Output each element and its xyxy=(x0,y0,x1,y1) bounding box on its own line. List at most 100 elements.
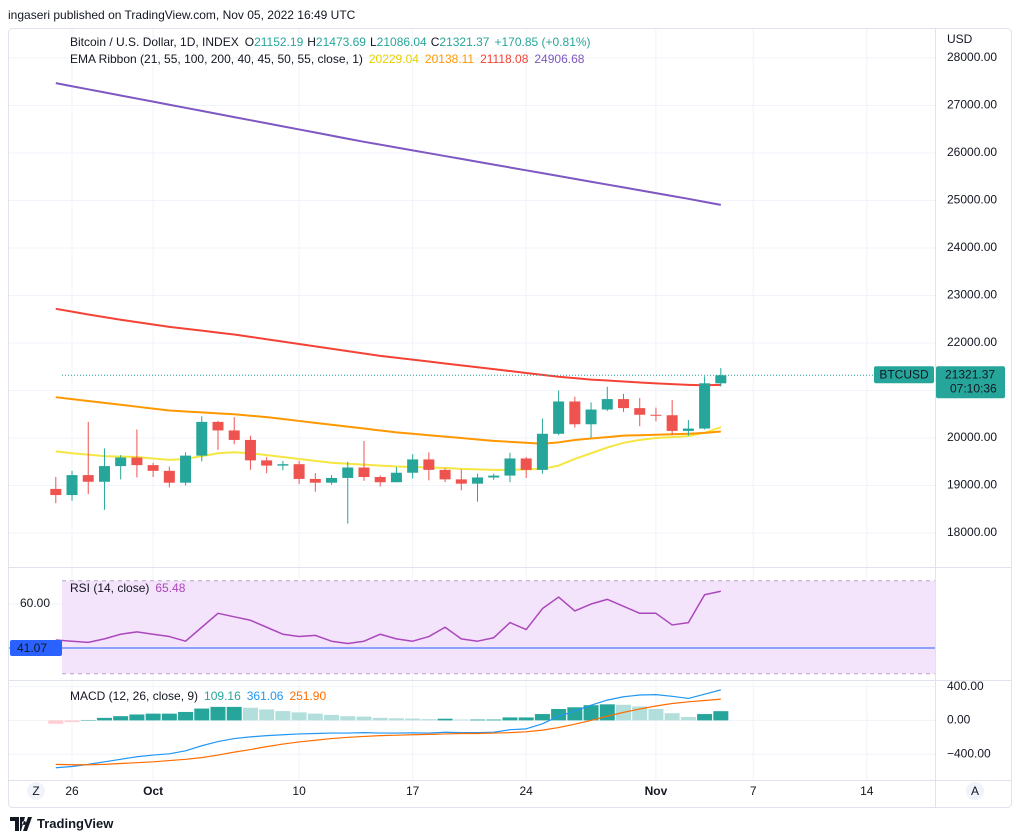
histogram-bar xyxy=(324,714,340,721)
histogram-bar xyxy=(307,713,323,721)
footer: TradingView xyxy=(10,816,113,831)
x-tick-label: 14 xyxy=(860,784,874,798)
ema-line xyxy=(55,426,722,471)
indicator-value: 109.16 xyxy=(204,689,241,703)
y-tick-label: 27000.00 xyxy=(947,98,997,112)
ohlc-value: 21152.19 xyxy=(254,35,304,49)
histogram-bar xyxy=(145,713,161,721)
grid xyxy=(9,29,935,780)
candle-body xyxy=(488,475,500,478)
candle-body xyxy=(326,477,338,483)
candle-body xyxy=(699,383,711,429)
price-legend: Bitcoin / U.S. Dollar, 1D, INDEX O21152.1… xyxy=(70,35,591,49)
candle-body xyxy=(601,399,613,410)
axis-button xyxy=(27,782,45,800)
histogram-bar xyxy=(226,706,242,721)
macd-line xyxy=(55,698,721,766)
symbol-title: Bitcoin / U.S. Dollar, 1D, INDEX xyxy=(70,35,239,49)
candle-body xyxy=(98,466,110,482)
price-label-box xyxy=(936,366,1005,399)
indicator-value: 251.90 xyxy=(289,689,327,703)
candle-body xyxy=(536,433,548,470)
ohlc-key: C xyxy=(430,35,440,49)
histogram-bar xyxy=(242,707,258,721)
level-label-box xyxy=(10,640,62,657)
histogram-bar xyxy=(680,717,696,721)
histogram-bar xyxy=(388,718,404,721)
x-tick-label: Nov xyxy=(645,784,668,798)
ema-legend: EMA Ribbon (21, 55, 100, 200, 40, 45, 50… xyxy=(70,52,584,66)
histogram-bar xyxy=(178,711,194,721)
candle-body xyxy=(131,457,143,466)
histogram-bar xyxy=(599,704,615,721)
candle-body xyxy=(196,421,208,456)
x-tick-label: 17 xyxy=(406,784,420,798)
ema-line xyxy=(55,82,722,206)
rsi-legend: RSI (14, close) 65.48 xyxy=(70,581,185,595)
candle-body xyxy=(650,414,662,416)
y-tick-label: −400.00 xyxy=(947,746,991,760)
histogram-bar xyxy=(259,709,275,721)
histogram-bar xyxy=(421,719,437,721)
histogram-bar xyxy=(518,717,534,721)
histogram-bar xyxy=(551,708,567,721)
indicator-value: 65.48 xyxy=(155,581,186,595)
candle-body xyxy=(163,470,175,483)
histogram-bar xyxy=(502,717,518,721)
x-tick-label: 10 xyxy=(292,784,306,798)
price-label: 21321.37 xyxy=(945,367,995,381)
histogram-bar xyxy=(129,714,145,721)
histogram-bar xyxy=(340,716,356,721)
histogram-bar xyxy=(194,708,210,721)
candle-body xyxy=(504,458,516,476)
histogram-bar xyxy=(470,719,486,721)
histogram-bar xyxy=(648,708,664,721)
macd-legend: MACD (12, 26, close, 9) 109.16 361.06 251.9… xyxy=(70,689,326,703)
ema-line xyxy=(55,307,721,387)
histogram-bar xyxy=(534,714,550,721)
countdown-label: 07:10:36 xyxy=(950,381,997,395)
price-change: +170.85 (+0.81%) xyxy=(494,35,591,49)
y-tick-label: 25000.00 xyxy=(947,193,997,207)
indicator-value: 20138.11 xyxy=(424,52,475,66)
level-label: 41.07 xyxy=(17,641,47,655)
y-tick-label: 0.00 xyxy=(947,713,971,727)
histogram-bar xyxy=(713,711,729,721)
x-tick-label: 26 xyxy=(65,784,79,798)
ohlc-key: H xyxy=(307,35,316,49)
histogram-bar xyxy=(405,718,421,721)
candle-body xyxy=(715,375,727,384)
candle-body xyxy=(618,399,629,409)
publish-header: ingaseri published on TradingView.com, N… xyxy=(8,8,356,22)
y-tick-label: 18000.00 xyxy=(947,525,997,539)
candle-body xyxy=(115,457,127,467)
brand-logo xyxy=(10,816,32,831)
symbol-label: BTCUSD xyxy=(879,367,929,381)
candle-body xyxy=(439,469,451,480)
histogram-bar xyxy=(48,720,64,724)
candle-body xyxy=(407,459,419,473)
ohlc-key: L xyxy=(369,35,377,49)
candle-body xyxy=(228,430,240,440)
rsi-band xyxy=(62,580,935,674)
candle-body xyxy=(342,467,354,478)
x-tick-label: 7 xyxy=(750,784,757,798)
axis-button xyxy=(966,782,984,800)
indicator-title: MACD (12, 26, close, 9) xyxy=(70,689,199,703)
y-tick-label: 400.00 xyxy=(947,679,984,693)
candle-body xyxy=(585,409,597,425)
ohlc-value: 21321.37 xyxy=(439,35,490,49)
histogram-bar xyxy=(697,714,713,721)
histogram-bar xyxy=(64,720,80,723)
candle-body xyxy=(82,475,94,482)
candle-body xyxy=(374,477,386,483)
candle-body xyxy=(455,479,467,484)
candle-body xyxy=(244,439,256,461)
histogram-bar xyxy=(113,716,129,721)
candle-body xyxy=(358,467,370,478)
candle-body xyxy=(390,472,402,483)
histogram-bar xyxy=(453,719,469,721)
ema-line xyxy=(55,396,721,445)
